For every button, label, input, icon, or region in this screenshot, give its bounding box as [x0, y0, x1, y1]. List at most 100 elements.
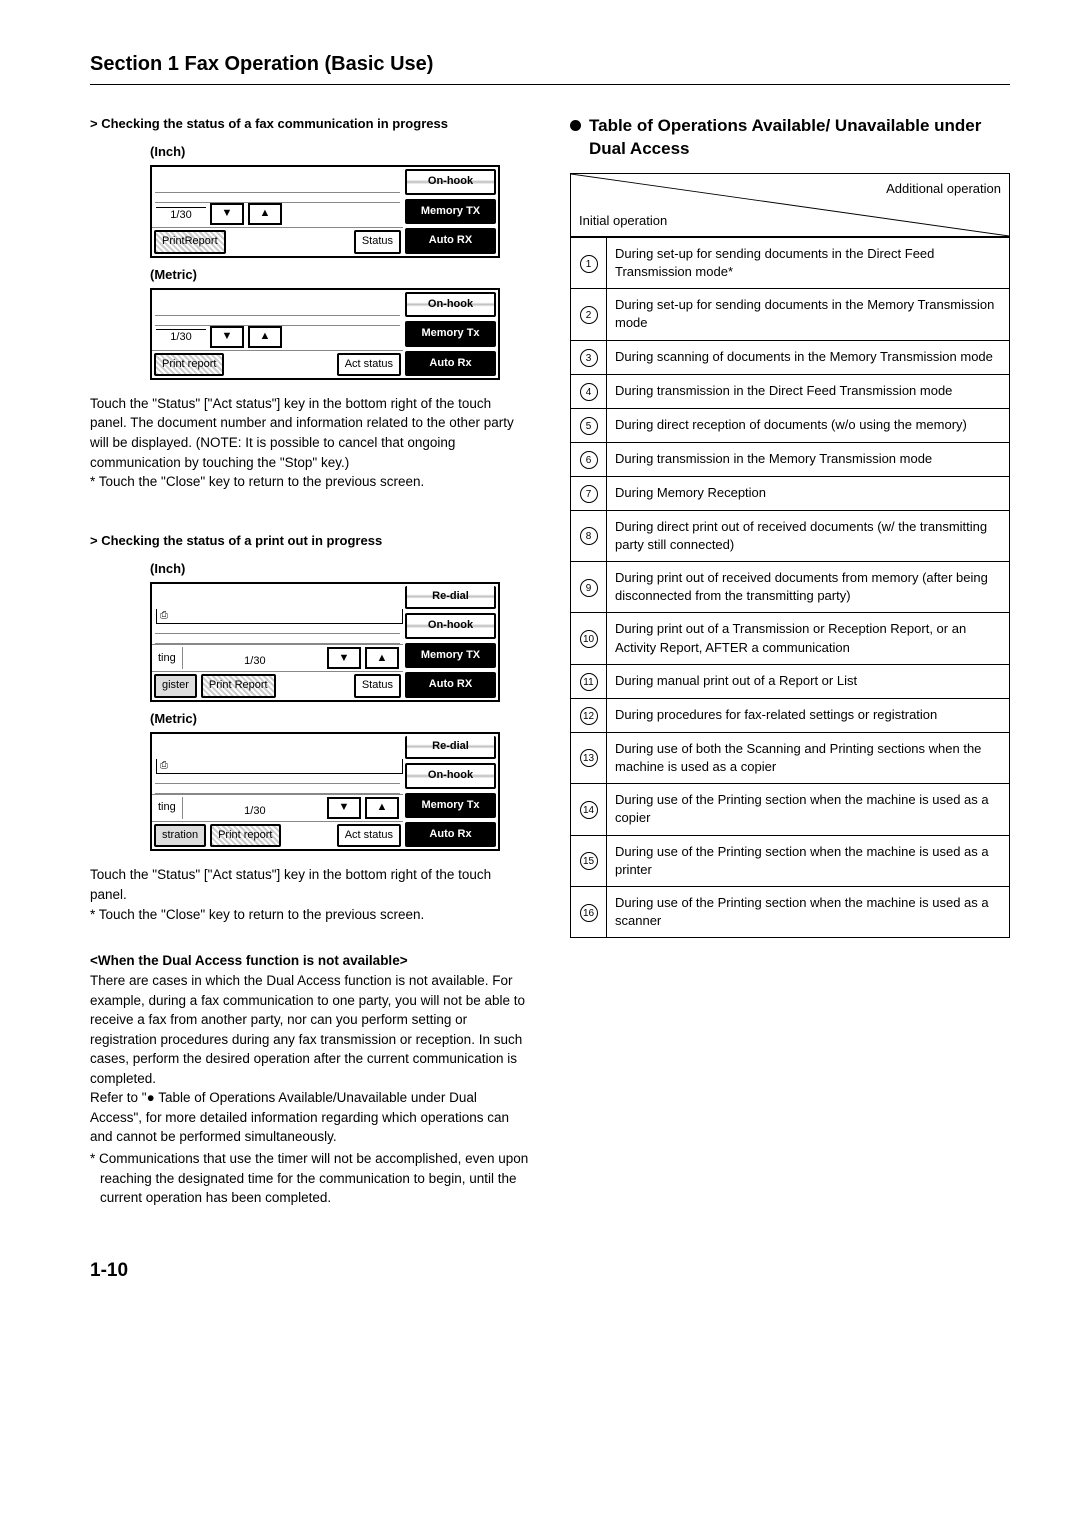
fax-status-note: * Touch the "Close" key to return to the… — [90, 472, 530, 492]
print-report-tab[interactable]: Print report — [154, 353, 224, 376]
memory-tx-button[interactable]: Memory TX — [405, 199, 496, 224]
up-arrow-button[interactable]: ▲ — [365, 647, 399, 669]
table-header-diagonal: Additional operation Initial operation — [570, 173, 1010, 237]
table-row: 1During set-up for sending documents in … — [571, 237, 1010, 288]
down-arrow-button[interactable]: ▼ — [327, 647, 361, 669]
auto-rx-button[interactable]: Auto Rx — [405, 822, 496, 847]
inch-label-2: (Inch) — [150, 560, 530, 578]
additional-operation-label: Additional operation — [886, 180, 1001, 198]
onhook-button[interactable]: On-hook — [405, 169, 496, 194]
fax-status-paragraph: Touch the "Status" ["Act status"] key in… — [90, 394, 530, 472]
row-number: 2 — [571, 289, 607, 340]
row-description: During direct reception of documents (w/… — [607, 408, 1010, 442]
memory-tx-button[interactable]: Memory Tx — [405, 321, 496, 346]
top-tab-icon: ⎙ — [156, 759, 403, 774]
row-number: 10 — [571, 613, 607, 664]
table-title: Table of Operations Available/ Unavailab… — [570, 115, 1010, 161]
row-description: During use of the Printing section when … — [607, 886, 1010, 937]
row-description: During use of the Printing section when … — [607, 784, 1010, 835]
table-row: 8During direct print out of received doc… — [571, 510, 1010, 561]
metric-label-2: (Metric) — [150, 710, 530, 728]
left-column: > Checking the status of a fax communica… — [90, 115, 530, 1208]
down-arrow-button[interactable]: ▼ — [327, 797, 361, 819]
row-number: 15 — [571, 835, 607, 886]
redial-button[interactable]: Re-dial — [405, 586, 496, 609]
row-description: During procedures for fax-related settin… — [607, 698, 1010, 732]
auto-rx-button[interactable]: Auto Rx — [405, 351, 496, 376]
check-fax-heading: > Checking the status of a fax communica… — [90, 115, 530, 133]
up-arrow-button[interactable]: ▲ — [248, 203, 282, 225]
dual-access-paragraph-1: There are cases in which the Dual Access… — [90, 971, 530, 1088]
row-number: 5 — [571, 408, 607, 442]
table-row: 11During manual print out of a Report or… — [571, 664, 1010, 698]
row-description: During print out of a Transmission or Re… — [607, 613, 1010, 664]
operations-table: 1During set-up for sending documents in … — [570, 237, 1010, 938]
gister-tab[interactable]: gister — [154, 674, 197, 697]
up-arrow-button[interactable]: ▲ — [365, 797, 399, 819]
row-description: During use of both the Scanning and Prin… — [607, 732, 1010, 783]
table-row: 9During print out of received documents … — [571, 562, 1010, 613]
print-panel-metric: ⎙ ting 1/30 ▼ ▲ stration Print report — [150, 732, 500, 852]
page-number: 1-10 — [90, 1258, 1010, 1285]
auto-rx-button[interactable]: Auto RX — [405, 228, 496, 253]
table-title-text: Table of Operations Available/ Unavailab… — [589, 115, 1010, 161]
table-row: 15During use of the Printing section whe… — [571, 835, 1010, 886]
row-description: During print out of received documents f… — [607, 562, 1010, 613]
fax-panel-inch: 1/30 ▼ ▲ PrintReport Status On-hook Memo… — [150, 165, 500, 257]
table-row: 2During set-up for sending documents in … — [571, 289, 1010, 340]
check-print-heading: > Checking the status of a print out in … — [90, 532, 530, 550]
section-title: Section 1 Fax Operation (Basic Use) — [90, 50, 1010, 85]
table-row: 4During transmission in the Direct Feed … — [571, 374, 1010, 408]
row-description: During manual print out of a Report or L… — [607, 664, 1010, 698]
top-tab-icon: ⎙ — [156, 609, 403, 624]
print-report-tab[interactable]: Print report — [210, 824, 280, 847]
act-status-tab[interactable]: Act status — [337, 353, 401, 376]
row-description: During transmission in the Memory Transm… — [607, 442, 1010, 476]
row-number: 13 — [571, 732, 607, 783]
row-number: 6 — [571, 442, 607, 476]
row-description: During transmission in the Direct Feed T… — [607, 374, 1010, 408]
table-row: 3During scanning of documents in the Mem… — [571, 340, 1010, 374]
row-number: 3 — [571, 340, 607, 374]
down-arrow-button[interactable]: ▼ — [210, 203, 244, 225]
redial-button[interactable]: Re-dial — [405, 736, 496, 759]
fax-panel-metric: 1/30 ▼ ▲ Print report Act status On-hook… — [150, 288, 500, 380]
table-row: 14During use of the Printing section whe… — [571, 784, 1010, 835]
row-number: 7 — [571, 476, 607, 510]
metric-label-1: (Metric) — [150, 266, 530, 284]
row-description: During set-up for sending documents in t… — [607, 237, 1010, 288]
dual-access-heading: <When the Dual Access function is not av… — [90, 952, 530, 971]
table-row: 5During direct reception of documents (w… — [571, 408, 1010, 442]
print-report-tab[interactable]: PrintReport — [154, 230, 226, 253]
row-number: 14 — [571, 784, 607, 835]
inch-label-1: (Inch) — [150, 143, 530, 161]
table-row: 16During use of the Printing section whe… — [571, 886, 1010, 937]
down-arrow-button[interactable]: ▼ — [210, 326, 244, 348]
row-description: During direct print out of received docu… — [607, 510, 1010, 561]
up-arrow-button[interactable]: ▲ — [248, 326, 282, 348]
auto-rx-button[interactable]: Auto RX — [405, 672, 496, 697]
initial-operation-label: Initial operation — [579, 212, 667, 230]
print-status-note: * Touch the "Close" key to return to the… — [90, 905, 530, 925]
row-description: During scanning of documents in the Memo… — [607, 340, 1010, 374]
ting-label: ting — [152, 797, 183, 819]
act-status-tab[interactable]: Act status — [337, 824, 401, 847]
onhook-button[interactable]: On-hook — [405, 292, 496, 317]
onhook-button[interactable]: On-hook — [405, 763, 496, 788]
row-number: 9 — [571, 562, 607, 613]
print-report-tab[interactable]: Print Report — [201, 674, 276, 697]
bullet-icon — [570, 120, 581, 131]
stration-tab[interactable]: stration — [154, 824, 206, 847]
status-tab[interactable]: Status — [354, 674, 401, 697]
row-number: 1 — [571, 237, 607, 288]
table-row: 10During print out of a Transmission or … — [571, 613, 1010, 664]
ting-label: ting — [152, 647, 183, 669]
row-number: 12 — [571, 698, 607, 732]
row-number: 11 — [571, 664, 607, 698]
dual-access-note: * Communications that use the timer will… — [90, 1149, 530, 1208]
memory-tx-button[interactable]: Memory TX — [405, 643, 496, 668]
status-tab[interactable]: Status — [354, 230, 401, 253]
memory-tx-button[interactable]: Memory Tx — [405, 793, 496, 818]
page-indicator: 1/30 — [156, 207, 206, 225]
onhook-button[interactable]: On-hook — [405, 613, 496, 638]
